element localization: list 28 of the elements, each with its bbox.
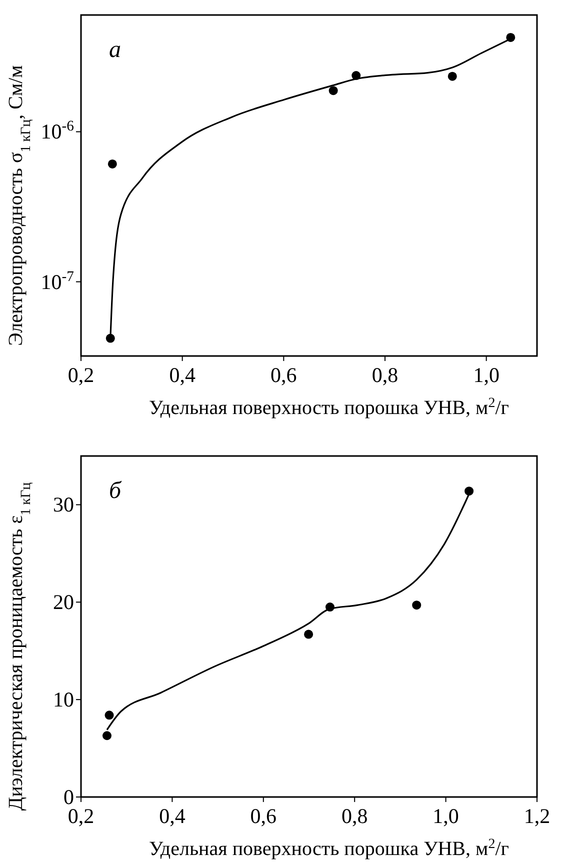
point [412, 600, 422, 610]
point [448, 72, 457, 81]
x-tick-label: 0,4 [169, 363, 196, 387]
y-tick-label: 10$^{-7}$ [40, 268, 74, 294]
annotation: а [109, 37, 121, 63]
y-tick-label: 20 [53, 590, 74, 614]
x-tick-label: 1,0 [432, 804, 459, 828]
point [108, 159, 117, 168]
point [104, 710, 114, 720]
x-axis-title: Удельная поверхность порошка УНВ, м$^{2}$/г [149, 396, 509, 419]
x-tick-label: 0,8 [341, 804, 368, 828]
x-tick-label: 0,8 [372, 363, 398, 387]
point [304, 630, 314, 639]
x-tick-label: 0,4 [159, 804, 186, 828]
x-tick-label: 1,2 [524, 804, 550, 828]
annotation: б [109, 478, 122, 504]
y-tick-label: 10$^{-6}$ [40, 118, 74, 144]
x-tick-label: 0,6 [270, 363, 297, 387]
x-tick-label: 0,2 [68, 363, 94, 387]
point [506, 32, 516, 42]
x-tick-label: 1,0 [473, 363, 500, 387]
point [464, 486, 474, 496]
x-axis-title: Удельная поверхность порошка УНВ, м$^{2}$/г [149, 836, 509, 860]
y-tick-label: 30 [53, 492, 74, 517]
x-tick-label: 0,6 [250, 804, 277, 828]
point [328, 86, 338, 96]
y-tick-label: 10 [53, 688, 74, 712]
point [102, 731, 112, 740]
